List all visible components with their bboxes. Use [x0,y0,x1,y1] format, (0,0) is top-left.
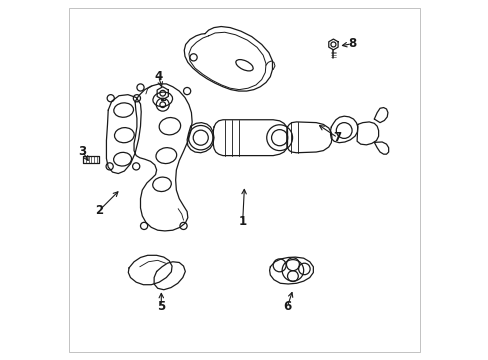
Text: 6: 6 [283,300,291,313]
Text: 3: 3 [78,145,86,158]
Text: 5: 5 [157,300,165,313]
Text: 1: 1 [238,215,246,228]
Text: 8: 8 [347,37,355,50]
Text: 4: 4 [154,69,162,82]
Text: 2: 2 [95,204,103,217]
Text: 7: 7 [333,131,341,144]
